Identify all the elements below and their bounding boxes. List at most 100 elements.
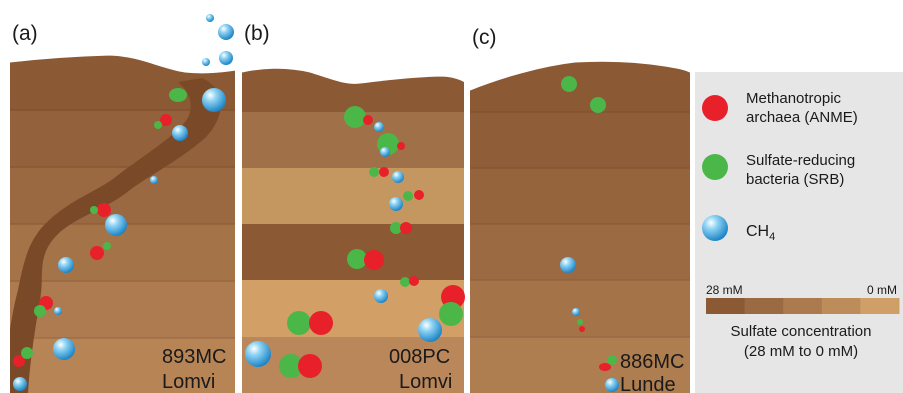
ch4-legend-icon xyxy=(702,215,728,241)
ch4-bubble xyxy=(245,341,271,367)
anme-cell xyxy=(579,326,585,332)
sediment-layer xyxy=(470,168,690,224)
panel-c-location: Lunde xyxy=(620,374,676,393)
srb-cell xyxy=(400,277,410,287)
panel-a-label: (a) xyxy=(12,22,38,45)
scale-step xyxy=(744,298,784,314)
ch4-bubble xyxy=(218,24,234,40)
srb-cell xyxy=(577,319,583,325)
panel-c: (c) 886MC Lunde xyxy=(469,26,691,393)
srb-cell xyxy=(287,311,311,335)
srb-legend-icon xyxy=(702,154,728,180)
microbes-and-methane xyxy=(13,14,619,392)
srb-cell xyxy=(561,76,577,92)
ch4-bubble xyxy=(202,88,226,112)
anme-cell xyxy=(363,115,373,125)
anme-cell xyxy=(379,167,389,177)
anme-cell xyxy=(160,114,172,126)
anme-cell xyxy=(309,311,333,335)
sediment-layer xyxy=(470,61,690,112)
scale-title: Sulfate concentration xyxy=(731,323,872,340)
panel-b-location: Lomvi xyxy=(399,371,452,393)
sediment-layer xyxy=(242,168,465,224)
scale-step xyxy=(860,298,900,314)
sulfate-scale-bar xyxy=(706,298,900,314)
srb-cell xyxy=(103,242,111,250)
ch4-bubble xyxy=(418,318,442,342)
ch4-bubble xyxy=(392,171,404,183)
anme-cell xyxy=(97,203,111,217)
panel-a-site: 893MC xyxy=(162,346,226,368)
ch4-bubble xyxy=(105,214,127,236)
legend-srb-line1: Sulfate-reducing xyxy=(746,152,855,169)
srb-cell xyxy=(439,302,463,326)
scale-max-label: 28 mM xyxy=(706,283,743,297)
panel-b-label: (b) xyxy=(244,22,270,45)
ch4-bubble xyxy=(380,147,390,157)
panel-b-site: 008PC xyxy=(389,346,450,368)
anme-cell xyxy=(599,363,611,371)
ch4-bubble xyxy=(206,14,214,22)
scale-step xyxy=(821,298,861,314)
panel-c-site: 886MC xyxy=(620,351,684,373)
ch4-bubble xyxy=(389,197,403,211)
sediment-layer xyxy=(470,224,690,280)
sediment-layer xyxy=(10,338,236,393)
srb-cell xyxy=(369,167,379,177)
ch4-bubble xyxy=(13,377,27,391)
sediment-layer xyxy=(470,112,690,168)
srb-cell xyxy=(169,88,187,102)
panel-a: (a) 893MC Lomvi xyxy=(9,22,237,393)
ch4-bubble xyxy=(374,122,384,132)
legend-background xyxy=(695,72,903,393)
sediment-layer xyxy=(242,68,465,112)
anme-cell xyxy=(90,246,104,260)
scale-min-label: 0 mM xyxy=(867,283,897,297)
ch4-bubble xyxy=(219,51,233,65)
ch4-bubble xyxy=(560,257,576,273)
ch4-bubble xyxy=(53,338,75,360)
anme-cell xyxy=(397,142,405,150)
anme-legend-icon xyxy=(702,95,728,121)
ch4-bubble xyxy=(572,308,580,316)
anme-cell xyxy=(400,222,412,234)
anme-cell xyxy=(364,250,384,270)
legend-ch4-base: CH xyxy=(746,223,769,240)
srb-cell xyxy=(21,347,33,359)
srb-cell xyxy=(90,206,98,214)
scale-step xyxy=(706,298,746,314)
sediment-layer xyxy=(470,337,690,393)
srb-cell xyxy=(347,249,367,269)
ch4-bubble xyxy=(374,289,388,303)
srb-cell xyxy=(403,191,413,201)
anme-cell xyxy=(13,355,25,367)
legend: Methanotropic archaea (ANME) Sulfate-red… xyxy=(695,72,903,393)
ch4-bubble xyxy=(605,378,619,392)
ch4-bubble xyxy=(202,58,210,66)
seafloor-line xyxy=(9,54,237,74)
legend-ch4-subscript: 4 xyxy=(769,231,775,243)
scale-step xyxy=(783,298,823,314)
srb-cell xyxy=(279,354,303,378)
legend-anme-line2: archaea (ANME) xyxy=(746,109,858,126)
srb-cell xyxy=(154,121,162,129)
panel-c-label: (c) xyxy=(472,26,497,49)
legend-ch4: CH4 xyxy=(746,223,775,243)
seafloor-line xyxy=(241,67,466,84)
ch4-bubble xyxy=(58,257,74,273)
srb-cell xyxy=(590,97,606,113)
srb-cell xyxy=(344,106,366,128)
scale-range: (28 mM to 0 mM) xyxy=(744,343,858,360)
ch4-bubble xyxy=(172,125,188,141)
anme-cell xyxy=(409,276,419,286)
legend-srb-line2: bacteria (SRB) xyxy=(746,171,844,188)
srb-cell xyxy=(34,305,46,317)
anme-cell xyxy=(298,354,322,378)
ch4-bubble xyxy=(54,307,62,315)
ch4-bubble xyxy=(150,176,158,184)
seep-channel xyxy=(10,78,221,393)
srb-cell xyxy=(607,355,617,365)
srb-cell xyxy=(390,222,402,234)
seafloor-line xyxy=(469,60,691,91)
